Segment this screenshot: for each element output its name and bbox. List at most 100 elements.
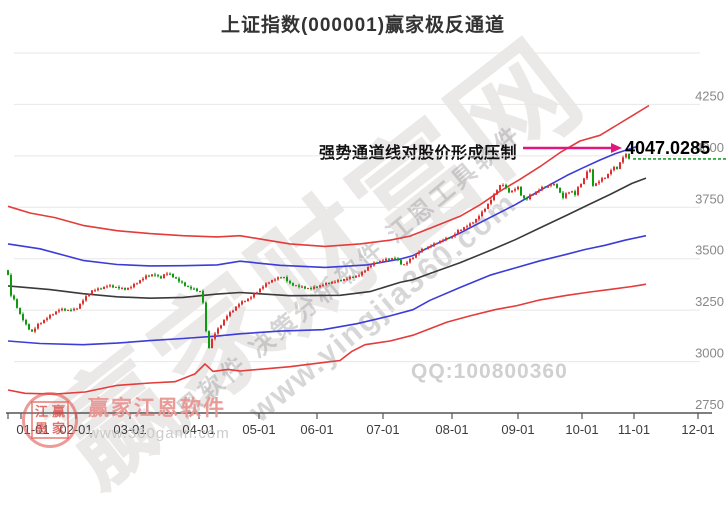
middle-black-line	[7, 177, 647, 300]
candle-body	[607, 174, 609, 179]
candle-body	[94, 290, 96, 292]
x-axis-label: 09-01	[501, 422, 534, 437]
candle-body	[22, 314, 24, 320]
candle-body	[16, 299, 18, 308]
candle-body	[439, 240, 441, 244]
watermark-url-text: www.yingjia360.com	[242, 184, 524, 429]
candle-body	[118, 286, 120, 289]
x-axis-label: 11-01	[618, 422, 650, 437]
candle-body	[523, 195, 525, 199]
candle-body	[622, 157, 624, 163]
candle-body	[346, 278, 348, 280]
y-axis-label: 3000	[695, 346, 724, 361]
candle-body	[430, 245, 432, 247]
candle-body	[61, 308, 63, 311]
candle-body	[511, 190, 513, 193]
candle-body	[472, 222, 474, 224]
candle-body	[349, 276, 351, 279]
candle-body	[25, 320, 27, 325]
candle-body	[433, 243, 435, 246]
candle-body	[478, 216, 480, 219]
candle-body	[184, 282, 186, 286]
candle-body	[196, 288, 198, 292]
candle-body	[127, 287, 129, 290]
candle-body	[469, 223, 471, 227]
stamp-char: 赢	[51, 404, 65, 419]
candle-body	[460, 229, 462, 231]
candle-body	[103, 286, 105, 289]
y-axis-label: 3750	[695, 191, 724, 206]
watermark-layer: 赢家财富网 恩软件 决策分析软件 江恩工具软件 www.yingjia360.c…	[29, 17, 608, 510]
candle-body	[286, 277, 288, 281]
vendor-url: www.360gann.com	[88, 425, 230, 442]
candle-body	[67, 309, 69, 311]
candle-body	[136, 283, 138, 285]
candle-body	[268, 282, 270, 284]
vendor-name: 赢家江恩软件	[88, 397, 226, 420]
candle-body	[52, 314, 54, 316]
candle-body	[73, 308, 75, 311]
candle-body	[394, 258, 396, 260]
candle-body	[535, 191, 537, 195]
candle-body	[91, 290, 93, 295]
stamp-char: 家	[51, 421, 65, 436]
channel-value-label: 4047.0285	[625, 138, 711, 158]
chart-window: 赢家财富网 恩软件 决策分析软件 江恩工具软件 www.yingjia360.c…	[6, 15, 726, 510]
candle-body	[562, 192, 564, 198]
candle-body	[577, 187, 579, 195]
candle-body	[97, 288, 99, 291]
candle-body	[550, 184, 552, 186]
candle-body	[181, 281, 183, 283]
candle-body	[337, 280, 339, 282]
candle-body	[517, 186, 519, 190]
candle-body	[253, 293, 255, 298]
candle-body	[505, 184, 507, 189]
lower-red-extreme-weak-line	[7, 283, 647, 395]
candle-body	[427, 246, 429, 250]
candle-body	[556, 184, 558, 188]
candle-body	[223, 319, 225, 326]
candle-body	[310, 288, 312, 290]
candle-body	[328, 283, 330, 284]
candle-body	[385, 258, 387, 261]
upper-blue-strong-line	[7, 145, 639, 269]
candle-body	[487, 203, 489, 209]
y-axis-label: 3250	[695, 294, 724, 309]
candle-body	[544, 186, 546, 188]
candle-body	[598, 181, 600, 184]
candle-body	[331, 281, 333, 284]
candle-body	[109, 285, 111, 287]
candle-body	[28, 324, 30, 330]
candle-body	[7, 270, 9, 275]
candle-body	[280, 277, 282, 279]
candle-body	[382, 260, 384, 262]
candle-body	[175, 277, 177, 279]
candle-body	[88, 294, 90, 297]
candle-body	[247, 298, 249, 302]
candle-body	[202, 291, 204, 303]
candle-body	[520, 186, 522, 196]
candle-body	[40, 323, 42, 325]
candle-body	[190, 286, 192, 289]
candle-body	[79, 303, 81, 309]
candle-body	[130, 287, 132, 289]
candle-body	[214, 333, 216, 339]
watermark-qq-number: QQ:100800360	[411, 360, 568, 383]
channel-pressure-annotation: 强势通道线对股价形成压制	[318, 145, 517, 162]
candle-body	[457, 230, 459, 234]
candle-body	[55, 311, 57, 315]
candle-body	[145, 275, 147, 279]
candle-body	[361, 272, 363, 276]
candle-body	[373, 262, 375, 266]
x-axis-label: 07-01	[366, 422, 399, 437]
candle-body	[391, 258, 393, 260]
candle-body	[172, 274, 174, 278]
candle-body	[112, 285, 114, 288]
candle-body	[193, 288, 195, 290]
candle-body	[589, 169, 591, 172]
candle-body	[157, 275, 159, 277]
candle-body	[514, 189, 516, 191]
candle-body	[13, 295, 15, 300]
candle-body	[163, 274, 165, 279]
